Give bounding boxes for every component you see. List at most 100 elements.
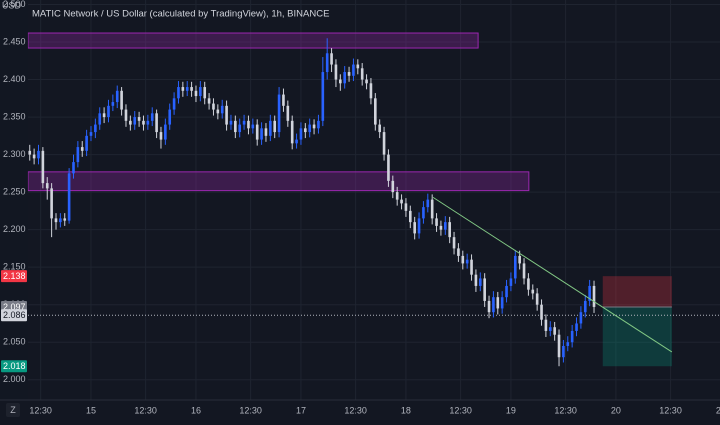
candle-body [54, 218, 58, 223]
candle-body [483, 278, 486, 301]
candle-body [339, 79, 342, 84]
candle-body [487, 300, 491, 313]
candle-body [216, 109, 220, 114]
candle-body [321, 72, 325, 121]
candle-body [470, 259, 473, 275]
candle-body [373, 98, 377, 125]
candle-body [59, 218, 62, 223]
x-tick-label: 12:30 [134, 405, 157, 415]
candle-body [408, 210, 412, 223]
y-tick-label: 2.300 [3, 149, 26, 159]
candle-body [98, 113, 102, 125]
x-tick-label: 17 [296, 405, 306, 415]
candle-body [124, 109, 128, 121]
candle-body [500, 297, 504, 309]
candle-body [426, 199, 430, 208]
candle-body [295, 139, 298, 144]
candle-body [422, 207, 425, 219]
candle-body [120, 90, 123, 110]
candle-body [199, 87, 202, 97]
x-tick-label: 12:30 [29, 405, 52, 415]
candle-body [72, 162, 75, 174]
candle-body [150, 113, 154, 121]
candle-body [317, 120, 320, 129]
candle-body [142, 120, 145, 125]
price-axis [0, 0, 28, 400]
candle-body [496, 297, 500, 309]
candle-body [234, 120, 237, 133]
x-tick-label: 16 [191, 405, 201, 415]
y-tick-label: 2.450 [3, 36, 26, 46]
candle-body [474, 274, 478, 286]
candle-body [107, 105, 110, 118]
candle-body [575, 323, 578, 331]
last-price-label: 2.086 [3, 310, 26, 320]
candle-body [505, 285, 508, 298]
candle-body [282, 94, 285, 106]
candle-body [269, 120, 272, 136]
entry-label: 2.097 [3, 302, 26, 312]
candle-body [133, 117, 137, 125]
candle-body [522, 263, 526, 279]
candle-body [172, 98, 176, 110]
candle-body [430, 199, 434, 219]
candle-body [255, 124, 259, 140]
candle-body [443, 222, 447, 230]
candle-body [50, 188, 53, 219]
candle-body [190, 87, 193, 91]
x-tick-label: 21 [716, 405, 720, 415]
x-tick-label: 12:30 [449, 405, 472, 415]
candle-body [452, 237, 456, 249]
x-tick-label: 12:30 [344, 405, 367, 415]
candle-body [566, 342, 570, 346]
candle-body [492, 297, 495, 313]
candle-body [509, 278, 513, 286]
target-label-box [1, 360, 27, 373]
candle-body [67, 173, 71, 221]
candle-body [146, 120, 150, 125]
x-tick-label: 20 [611, 405, 621, 415]
candle-body [304, 128, 307, 133]
candle-body [588, 285, 591, 301]
candle-body [181, 87, 185, 91]
candle-body [400, 199, 403, 204]
x-tick-label: 12:30 [659, 405, 682, 415]
candle-body [325, 53, 329, 73]
candle-body [513, 255, 517, 279]
candle-body [579, 312, 583, 324]
stop-label-box [1, 270, 27, 283]
candle-body [518, 255, 521, 264]
candle-body [80, 147, 84, 151]
candle-body [164, 124, 167, 140]
candle-body [570, 330, 574, 343]
candle-body [465, 259, 469, 264]
y-tick-label: 2.400 [3, 74, 26, 84]
candle-body [260, 128, 263, 140]
zone [27, 32, 479, 49]
zoom-button[interactable] [6, 403, 20, 417]
candle-body [540, 304, 543, 320]
candle-body [548, 327, 552, 331]
candle-body [37, 150, 40, 159]
candle-body [242, 120, 246, 125]
currency-label: USD [2, 0, 22, 10]
candle-body [194, 90, 198, 97]
candle-body [28, 150, 32, 155]
candle-body [544, 319, 548, 331]
candle-body [343, 72, 347, 84]
candle-body [94, 124, 97, 133]
candle-body [583, 300, 587, 313]
candle-body [391, 180, 395, 193]
candle-body [531, 289, 535, 294]
candle-body [404, 203, 408, 211]
candle-body [129, 120, 132, 125]
candle-body [308, 124, 312, 133]
zone [27, 171, 530, 192]
y-tick-label: 2.350 [3, 111, 26, 121]
candle-body [89, 132, 93, 136]
candle-body [378, 124, 381, 133]
candle-body [45, 183, 49, 189]
candle-body [369, 83, 373, 99]
candle-body [229, 120, 233, 125]
